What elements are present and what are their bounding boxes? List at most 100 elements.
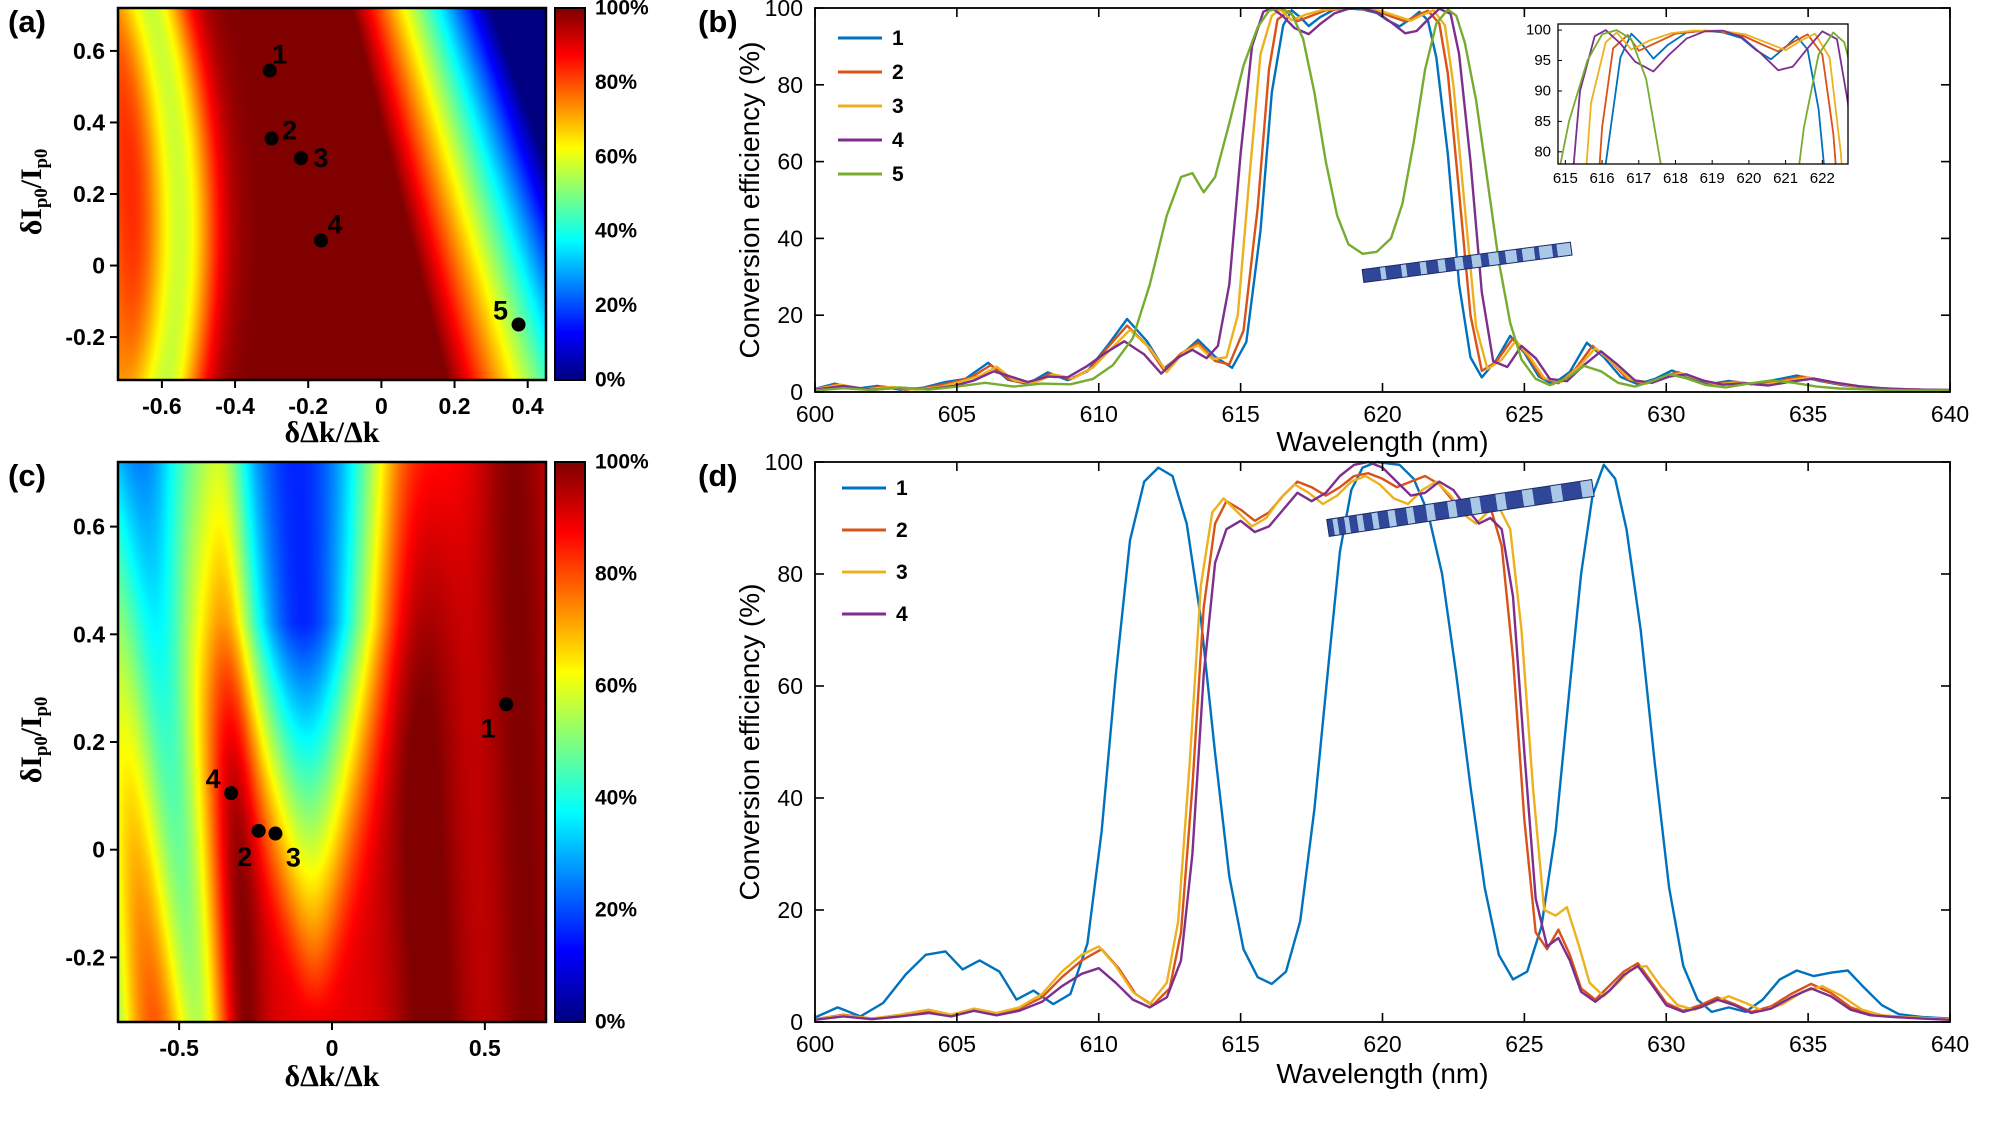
- y-tick-label-d: 100: [765, 449, 803, 475]
- data-point-label-c-4: 4: [206, 764, 221, 794]
- data-point-c-4: [224, 786, 239, 801]
- ylabel-a: δIp0/Ip0: [15, 149, 53, 236]
- y-tick-label-d: 20: [777, 897, 803, 923]
- x-tick-label-b: 630: [1647, 401, 1685, 427]
- ylabel-c-sub1: p0: [30, 696, 52, 717]
- x-tick-label-c: 0.5: [469, 1035, 501, 1061]
- x-tick-label-a: 0: [375, 393, 388, 419]
- colorbar-label-c: 100%: [595, 451, 649, 474]
- ylabel-a-sub1: p0: [30, 148, 52, 169]
- ylabel-c-sub0: p0: [30, 736, 52, 757]
- grating-segment: [1348, 515, 1360, 534]
- data-point-label-c-1: 1: [481, 713, 496, 743]
- series-group-d: [814, 460, 1951, 1021]
- inset-series-b-3: [1585, 29, 1843, 164]
- y-tick-label-a: 0.4: [73, 109, 105, 135]
- colorbar-frame-a: [554, 7, 586, 381]
- x-tick-label-b: 640: [1931, 401, 1969, 427]
- heatmap-c-canvas: [118, 462, 546, 1022]
- ylabel-c: δIp0/Ip0: [15, 697, 53, 784]
- inset-box-b: [1557, 23, 1849, 165]
- data-point-c-1: [499, 697, 514, 712]
- grating-segment: [1556, 242, 1573, 257]
- grating-segment: [1560, 481, 1583, 502]
- grating-segment: [1580, 479, 1595, 499]
- legend-label-b-5: 5: [892, 163, 904, 186]
- grating-segment: [1405, 506, 1416, 525]
- ylabel-a-p0: δI: [15, 208, 49, 236]
- colorbar-c-canvas: [555, 462, 585, 1022]
- y-tick-label-a: 0.6: [73, 38, 105, 64]
- grating-segment: [1433, 501, 1450, 521]
- y-tick-label-c: 0.4: [73, 621, 105, 647]
- inset-x-tick-label-b: 616: [1590, 170, 1615, 187]
- y-tick-label-b: 80: [777, 72, 803, 98]
- colorbar-label-a: 60%: [595, 145, 637, 168]
- x-tick-label-b: 605: [938, 401, 976, 427]
- series-b-5: [814, 6, 1950, 392]
- grating-outline: [1326, 478, 1595, 537]
- legend-label-d-2: 2: [896, 519, 908, 542]
- grating-segment: [1455, 497, 1473, 517]
- heatmap-a-canvas: [118, 8, 546, 380]
- y-tick-label-c: 0.6: [73, 514, 105, 540]
- data-point-c-2: [251, 823, 266, 838]
- inset-series-group-b: [1559, 29, 1848, 164]
- ylabel-d: Conversion efficiency (%): [734, 583, 765, 901]
- y-tick-label-b: 20: [777, 302, 803, 328]
- grating-segment: [1504, 490, 1525, 510]
- colorbar-label-a: 100%: [595, 0, 649, 20]
- x-tick-label-d: 620: [1363, 1031, 1401, 1057]
- x-tick-label-b: 620: [1363, 401, 1401, 427]
- xlabel-d: Wavelength (nm): [1276, 1058, 1489, 1089]
- series-group-b: [814, 6, 1951, 392]
- inset-x-tick-label-b: 620: [1736, 170, 1761, 187]
- grating-segment: [1454, 256, 1464, 271]
- y-tick-label-b: 60: [777, 149, 803, 175]
- grating-segment: [1447, 500, 1458, 519]
- x-tick-label-d: 615: [1221, 1031, 1259, 1057]
- ylabel-b: Conversion efficiency (%): [734, 41, 765, 359]
- inset-x-tick-label-b: 621: [1773, 170, 1798, 187]
- grating-segment: [1425, 503, 1436, 522]
- plot-box-a: [116, 6, 548, 382]
- series-d-2: [814, 472, 1951, 1021]
- x-tick-label-a: 0.4: [512, 393, 544, 419]
- y-tick-label-d: 80: [777, 561, 803, 587]
- series-d-3: [814, 474, 1951, 1021]
- xlabel-a: δΔk/Δk: [284, 416, 380, 449]
- grating-segment: [1532, 485, 1553, 506]
- x-tick-label-d: 610: [1080, 1031, 1118, 1057]
- grating-segment: [1362, 267, 1382, 283]
- grating-segment: [1551, 243, 1559, 258]
- grating-segment: [1480, 252, 1490, 267]
- grating-segment: [1425, 259, 1440, 275]
- inset-series-b-4: [1572, 29, 1848, 164]
- grating-segment: [1405, 261, 1422, 277]
- panel-label-c: (c): [8, 458, 46, 493]
- x-tick-label-a: -0.6: [142, 393, 182, 419]
- inset-y-tick-label-b: 90: [1534, 82, 1551, 99]
- x-tick-label-d: 605: [938, 1031, 976, 1057]
- colorbar-a-canvas: [555, 8, 585, 380]
- grating-segment: [1521, 246, 1536, 262]
- grating-segment: [1471, 254, 1482, 269]
- colorbar-label-c: 20%: [595, 899, 637, 922]
- y-tick-label-d: 0: [790, 1009, 803, 1035]
- grating-segment: [1343, 516, 1352, 534]
- series-d-4: [814, 460, 1951, 1021]
- panel-label-b: (b): [698, 4, 738, 39]
- grating-segment: [1400, 263, 1408, 278]
- data-point-c-3: [268, 826, 283, 841]
- y-tick-label-c: 0: [92, 837, 105, 863]
- colorbar-label-a: 20%: [595, 294, 637, 317]
- inset-x-tick-label-b: 619: [1700, 170, 1725, 187]
- x-tick-label-b: 635: [1789, 401, 1827, 427]
- colorbar-label-c: 60%: [595, 675, 637, 698]
- grating-segment: [1337, 516, 1347, 535]
- grating-segment: [1515, 248, 1524, 263]
- data-point-label-a-4: 4: [328, 210, 343, 240]
- data-point-label-a-1: 1: [272, 40, 287, 70]
- data-point-a-5: [511, 317, 526, 332]
